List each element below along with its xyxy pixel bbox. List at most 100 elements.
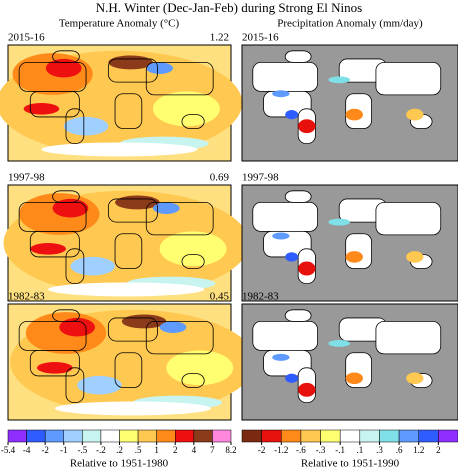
colorbar-swatch <box>193 429 213 443</box>
anomaly-region <box>406 372 424 385</box>
colorbar-tick-label: .2 <box>116 445 123 455</box>
continent <box>29 91 80 118</box>
colorbar-swatch <box>7 429 27 443</box>
colorbar-swatch <box>26 429 46 443</box>
map-label: 2015-16 <box>242 32 279 44</box>
anomaly-region <box>345 108 363 121</box>
continent <box>252 320 319 351</box>
colorbar-swatch <box>379 429 400 443</box>
anomaly-region <box>298 119 316 134</box>
colorbar-tick-label: 2 <box>173 445 178 455</box>
map-label: 1997-98 <box>8 172 45 184</box>
continent <box>181 114 205 129</box>
colorbar-tick-label: 8.2 <box>225 445 236 455</box>
continent <box>107 198 158 223</box>
colorbar-swatch <box>359 429 380 443</box>
anomaly-region <box>328 218 351 226</box>
continent <box>52 309 80 322</box>
anomaly-region <box>48 282 205 297</box>
anomaly-region <box>52 198 89 218</box>
continent <box>52 50 80 63</box>
anomaly-region <box>77 375 122 395</box>
continent <box>252 62 319 92</box>
colorbar-swatch <box>320 429 341 443</box>
colorbar-tick-label: .6 <box>396 445 403 455</box>
colorbar-swatch <box>241 429 262 443</box>
anomaly-region <box>406 251 424 263</box>
continent <box>107 58 158 83</box>
map <box>3 184 249 302</box>
anomaly-region <box>272 353 290 361</box>
colorbar-swatch <box>418 429 439 443</box>
colorbar-swatch <box>119 429 139 443</box>
anomaly-region <box>285 109 299 120</box>
colorbar-tick-label: 7 <box>210 445 215 455</box>
continent <box>29 230 80 258</box>
panel-header: Temperature Anomaly (°C) <box>59 18 180 30</box>
colorbar-tick-label: 4 <box>192 445 197 455</box>
continent <box>29 349 80 377</box>
continent <box>107 317 158 342</box>
anomaly-region <box>41 142 198 157</box>
anomaly-region <box>59 317 95 337</box>
continent <box>375 201 442 236</box>
colorbar-swatch <box>44 429 65 443</box>
anomaly-region <box>36 362 73 374</box>
colorbar-tick-label: .1 <box>356 445 363 455</box>
anomaly-region <box>45 58 82 78</box>
anomaly-region <box>272 90 290 98</box>
colorbar-tick-label: 2 <box>436 445 441 455</box>
map <box>241 44 458 162</box>
anomaly-region <box>328 339 351 347</box>
global-mean: 0.45 <box>210 291 230 303</box>
anomaly-region <box>70 256 116 276</box>
colorbar-swatch <box>82 429 102 443</box>
colorbar-swatch <box>398 429 419 443</box>
colorbar-swatch <box>281 429 302 443</box>
continent <box>375 320 442 355</box>
colorbar-tick-label: -4 <box>23 445 31 455</box>
anomaly-region <box>54 401 211 416</box>
global-mean: 1.22 <box>210 32 229 44</box>
continent <box>181 254 205 269</box>
continent <box>145 201 214 236</box>
global-mean: 0.69 <box>210 172 230 184</box>
map <box>241 184 458 302</box>
colorbar-tick-label: .3 <box>376 445 383 455</box>
colorbar-swatch <box>339 429 361 443</box>
map-label: 1997-98 <box>242 172 279 184</box>
colorbar-swatch <box>438 429 458 443</box>
anomaly-region <box>152 91 220 127</box>
continent <box>375 62 442 96</box>
colorbar-swatch <box>100 429 120 443</box>
anomaly-region <box>272 232 290 240</box>
panel-header: Precipitation Anomaly (mm/day) <box>277 18 423 30</box>
continent <box>145 320 214 355</box>
colorbar-tick-label: -1 <box>60 445 68 455</box>
colorbar-tick-label: -1.2 <box>274 445 288 455</box>
colorbar-swatch <box>63 429 83 443</box>
colorbar-note: Relative to 1951-1980 <box>70 458 169 469</box>
colorbar-tick-label: -5.4 <box>1 445 16 455</box>
anomaly-region <box>285 373 299 383</box>
colorbar-tick-label: -.1 <box>335 445 345 455</box>
colorbar-swatch <box>300 429 321 443</box>
anomaly-region <box>406 108 424 121</box>
colorbar-note: Relative to 1951-1990 <box>301 458 400 469</box>
continent <box>284 190 312 203</box>
continent <box>114 233 143 269</box>
anomaly-region <box>159 231 227 267</box>
continent <box>252 201 319 232</box>
map-label: 1982-83 <box>242 291 279 303</box>
colorbar-swatch <box>137 429 157 443</box>
anomaly-region <box>166 350 234 386</box>
continent <box>145 62 214 96</box>
colorbar-tick-label: -.3 <box>316 445 326 455</box>
anomaly-region <box>63 116 109 136</box>
continent <box>284 50 312 63</box>
continent <box>65 367 85 403</box>
colorbar-tick-label: -2 <box>41 445 49 455</box>
colorbar-tick-label: -2 <box>258 445 266 455</box>
continent <box>284 309 312 322</box>
